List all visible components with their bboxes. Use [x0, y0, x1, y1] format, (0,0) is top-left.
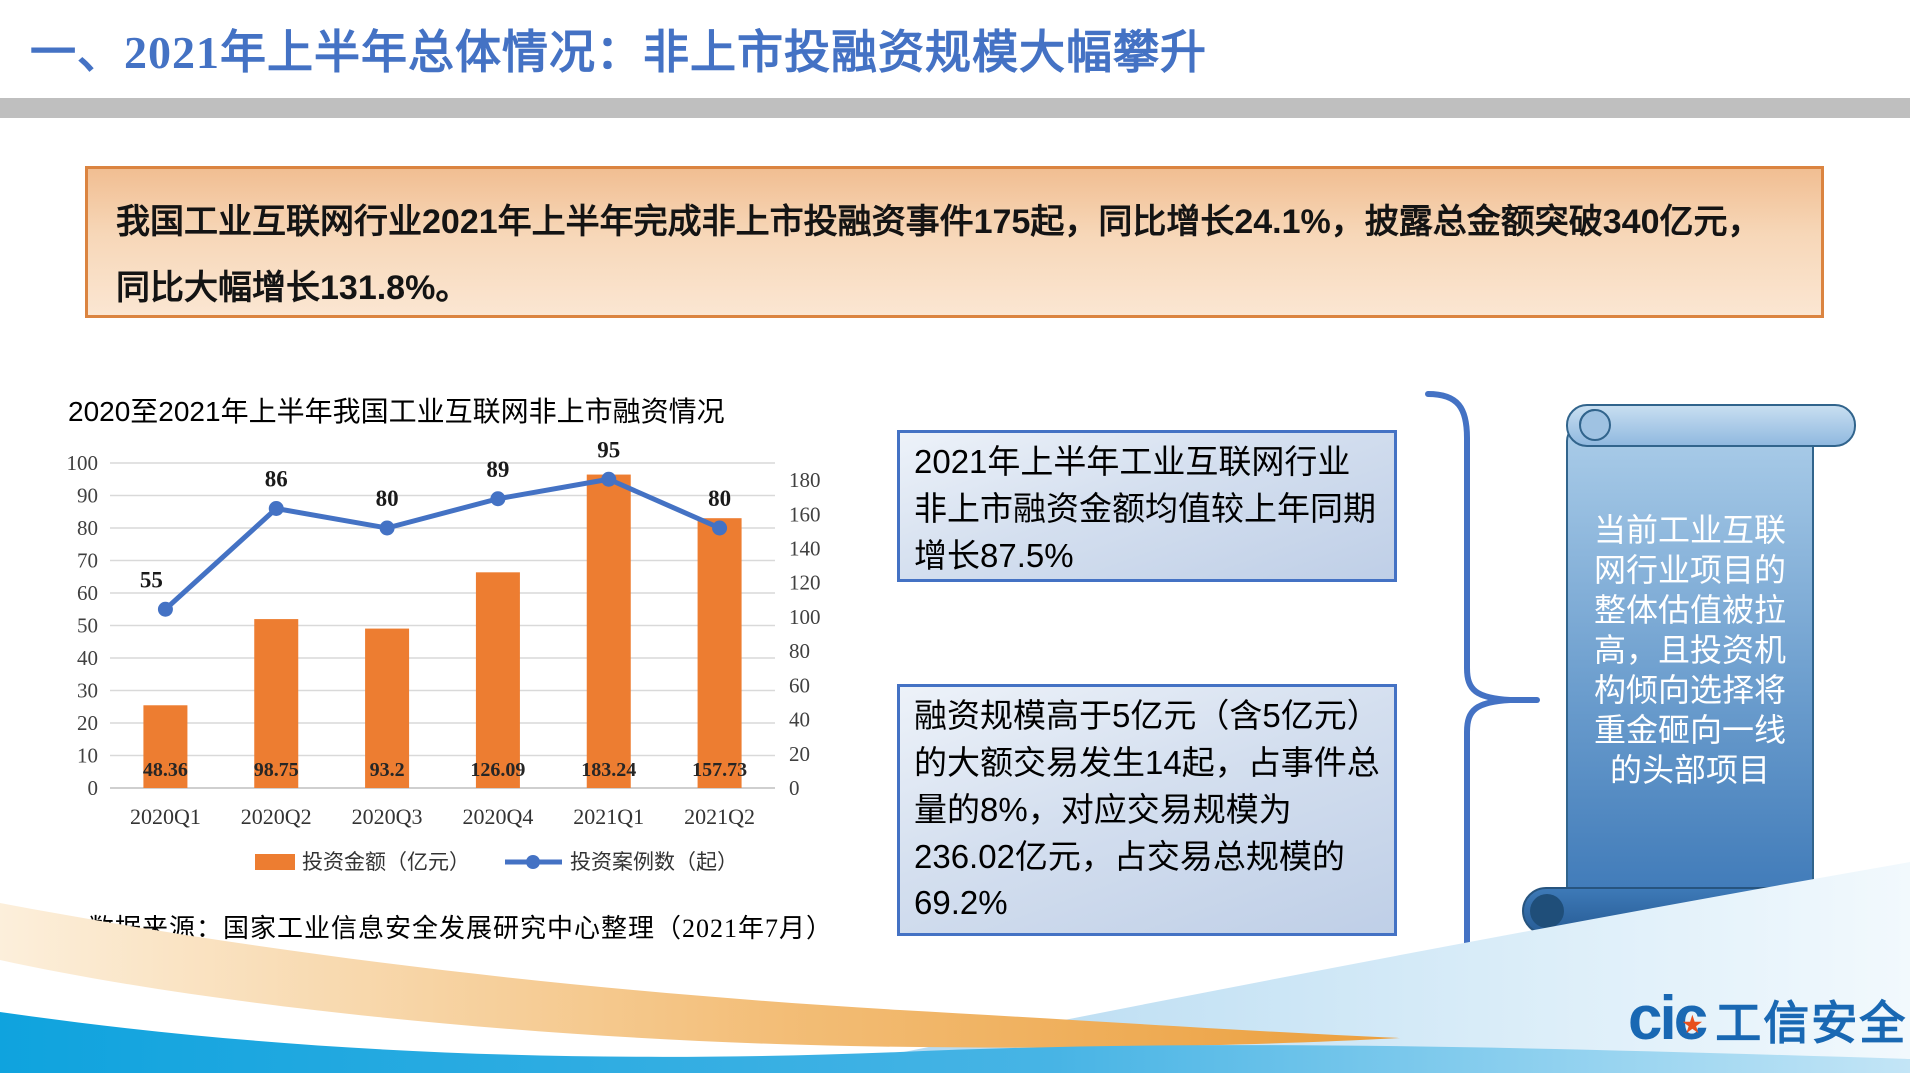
highlight-summary-box: 我国工业互联网行业2021年上半年完成非上市投融资事件175起，同比增长24.1… [85, 166, 1824, 318]
chart-title: 2020至2021年上半年我国工业互联网非上市融资情况 [68, 396, 725, 427]
combo-chart: 0 10 20 30 40 50 60 70 80 90 100 0 20 40 60 80 100 120 140… [50, 437, 830, 908]
svg-text:60: 60 [77, 581, 98, 605]
highlight-summary-text: 我国工业互联网行业2021年上半年完成非上市投融资事件175起，同比增长24.1… [116, 203, 1762, 308]
svg-text:98.75: 98.75 [254, 759, 299, 781]
page-title-rest: 年上半年总体情况：非上市投融资规模大幅攀升 [220, 26, 1207, 78]
star-icon: ★ [1682, 1012, 1702, 1037]
svg-text:100: 100 [67, 451, 99, 475]
page-title: 一、2021年上半年总体情况：非上市投融资规模大幅攀升 [30, 16, 1880, 82]
page-title-prefix: 一、 [30, 26, 124, 78]
svg-text:投资案例数（起）: 投资案例数（起） [570, 851, 738, 874]
svg-text:50: 50 [77, 614, 98, 638]
svg-text:2021Q2: 2021Q2 [684, 804, 755, 829]
pale-sweep-shape [800, 862, 1910, 1073]
svg-text:120: 120 [789, 571, 821, 595]
callout-box-large-deals-text: 融资规模高于5亿元（含5亿元）的大额交易发生14起，占事件总量的8%，对应交易规… [914, 697, 1380, 922]
svg-text:0: 0 [789, 776, 800, 800]
right-axis: 0 20 40 60 80 100 120 140 160 180 [789, 468, 821, 800]
svg-text:10: 10 [77, 744, 98, 768]
svg-text:40: 40 [77, 646, 98, 670]
svg-text:55: 55 [140, 567, 163, 592]
svg-text:90: 90 [77, 484, 98, 508]
page-title-year: 2021 [124, 27, 220, 78]
svg-text:86: 86 [265, 467, 288, 492]
orange-wave-shape [0, 903, 1400, 1048]
svg-text:93.2: 93.2 [370, 759, 405, 781]
svg-text:2020Q2: 2020Q2 [241, 804, 312, 829]
data-source-note: 数据来源：国家工业信息安全发展研究中心整理（2021年7月） [88, 914, 834, 943]
callout-box-growth: 2021年上半年工业互联网行业非上市融资金额均值较上年同期增长87.5% [897, 430, 1397, 582]
combo-chart-svg: 0 10 20 30 40 50 60 70 80 90 100 0 20 40 60 80 100 120 140… [67, 437, 821, 874]
svg-text:2020Q4: 2020Q4 [462, 804, 533, 829]
legend: 投资金额（亿元） 投资案例数（起） [255, 851, 738, 874]
bottom-waves-decoration [0, 862, 1910, 1073]
svg-text:40: 40 [789, 708, 810, 732]
svg-text:48.36: 48.36 [143, 759, 188, 781]
cic-logo-letters: cic ★ [1628, 984, 1708, 1053]
gridlines [110, 462, 775, 789]
svg-text:180: 180 [789, 468, 821, 492]
cic-logo: cic ★ 工信安全 [1628, 988, 1907, 1050]
svg-text:投资金额（亿元）: 投资金额（亿元） [302, 851, 470, 874]
svg-text:157.73: 157.73 [692, 759, 747, 781]
svg-text:89: 89 [486, 457, 509, 482]
title-underline-bar [0, 98, 1910, 118]
svg-text:20: 20 [789, 742, 810, 766]
left-axis: 0 10 20 30 40 50 60 70 80 90 100 [67, 451, 99, 800]
svg-text:95: 95 [597, 438, 620, 462]
x-axis: 2020Q1 2020Q2 2020Q3 2020Q4 2021Q1 2021Q2 [130, 804, 755, 829]
svg-text:126.09: 126.09 [470, 759, 525, 781]
svg-text:30: 30 [77, 679, 98, 703]
callout-box-large-deals: 融资规模高于5亿元（含5亿元）的大额交易发生14起，占事件总量的8%，对应交易规… [897, 684, 1397, 936]
svg-text:2020Q3: 2020Q3 [352, 804, 423, 829]
svg-text:60: 60 [789, 673, 810, 697]
svg-text:140: 140 [789, 537, 821, 561]
svg-text:80: 80 [77, 516, 98, 540]
scroll-note-text: 当前工业互联网行业项目的整体估值被拉高，且投资机构倾向选择将重金砸向一线的头部项… [1593, 512, 1786, 788]
svg-text:160: 160 [789, 502, 821, 526]
svg-text:183.24: 183.24 [581, 759, 636, 781]
line-series: 55 86 80 89 95 80 [140, 437, 731, 617]
cic-logo-cn-text: 工信安全 [1715, 997, 1908, 1050]
svg-text:0: 0 [88, 776, 99, 800]
svg-text:2021Q1: 2021Q1 [573, 804, 644, 829]
svg-text:80: 80 [708, 486, 731, 511]
bar-series: 48.36 98.75 93.2 126.09 183.24 157.73 [143, 474, 747, 788]
cyan-wave-shape [0, 1012, 1910, 1073]
svg-text:70: 70 [77, 549, 98, 573]
svg-text:2020Q1: 2020Q1 [130, 804, 201, 829]
svg-text:80: 80 [789, 639, 810, 663]
svg-text:20: 20 [77, 711, 98, 735]
svg-text:80: 80 [376, 486, 399, 511]
callout-box-growth-text: 2021年上半年工业互联网行业非上市融资金额均值较上年同期增长87.5% [914, 443, 1376, 574]
svg-text:100: 100 [789, 605, 821, 629]
